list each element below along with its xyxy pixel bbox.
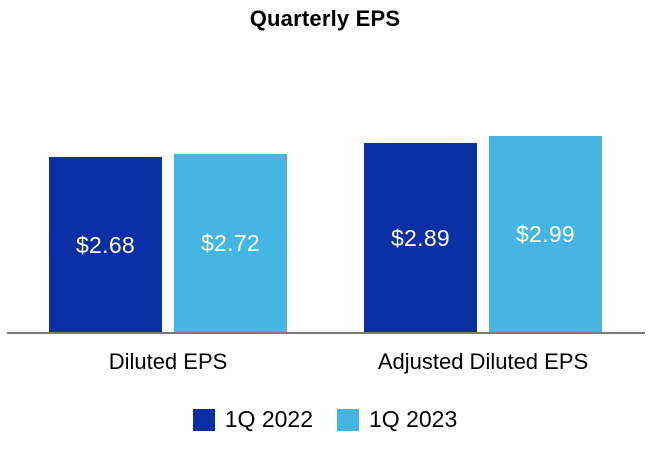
legend-swatch-1q2022	[192, 408, 215, 431]
legend-item-1q2022: 1Q 2022	[192, 406, 313, 433]
legend-label-1q2022: 1Q 2022	[224, 406, 313, 432]
bar-value-label: $2.72	[200, 230, 261, 256]
legend-swatch-1q2023	[337, 408, 359, 431]
legend: 1Q 2022 1Q 2023	[0, 406, 650, 433]
bar-diluted-eps-1q2023: $2.72	[174, 154, 287, 333]
category-label-diluted-eps: Diluted EPS	[108, 349, 228, 374]
category-label-adjusted-diluted-eps: Adjusted Diluted EPS	[377, 349, 589, 374]
legend-label-1q2023: 1Q 2023	[369, 406, 458, 432]
bar-diluted-eps-1q2022: $2.68	[49, 157, 162, 333]
bar-value-label: $2.68	[75, 231, 136, 258]
bar-value-label: $2.89	[390, 224, 451, 251]
bar-value-label: $2.99	[515, 221, 576, 247]
bar-adjusted-diluted-eps-1q2022: $2.89	[364, 143, 477, 333]
chart-title: Quarterly EPS	[249, 6, 401, 31]
x-axis-line	[7, 332, 645, 334]
bar-adjusted-diluted-eps-1q2023: $2.99	[489, 136, 602, 333]
legend-item-1q2023: 1Q 2023	[337, 406, 457, 433]
